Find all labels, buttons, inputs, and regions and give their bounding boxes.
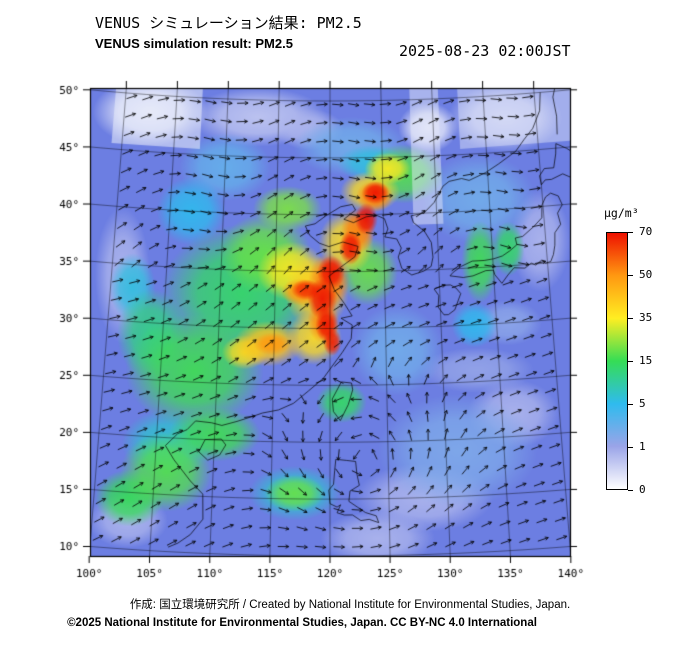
- colorbar-tick-label: 70: [639, 225, 653, 238]
- page-title-english: VENUS simulation result: PM2.5: [95, 36, 293, 51]
- colorbar-tick: [628, 231, 633, 233]
- footer-copyright: ©2025 National Institute for Environment…: [67, 617, 537, 629]
- colorbar-tick-labels: 0 1 5 15 35 50 70: [606, 225, 676, 496]
- colorbar-tick-label: 35: [639, 311, 653, 324]
- colorbar-tick: [628, 446, 633, 448]
- colorbar-tick: [628, 317, 633, 319]
- colorbar-tick: [628, 274, 633, 276]
- colorbar-tick: [628, 489, 633, 491]
- footer-credit: 作成: 国立環境研究所 / Created by National Instit…: [129, 599, 571, 611]
- colorbar-tick: [628, 360, 633, 362]
- colorbar-tick-label: 50: [639, 268, 653, 281]
- colorbar-tick-label: 0: [639, 483, 646, 496]
- colorbar-tick: [628, 403, 633, 405]
- colorbar-tick-label: 1: [639, 440, 646, 453]
- colorbar: 0 1 5 15 35 50 70: [606, 225, 676, 496]
- timestamp-label: 2025-08-23 02:00JST: [399, 42, 571, 60]
- colorbar-tick-label: 5: [639, 397, 646, 410]
- colorbar-tick-label: 15: [639, 354, 653, 367]
- colorbar-unit-label: µg/m³: [604, 206, 639, 220]
- colorbar-gradient: [606, 232, 628, 490]
- page-title-japanese: VENUS シミュレーション結果: PM2.5: [95, 14, 362, 32]
